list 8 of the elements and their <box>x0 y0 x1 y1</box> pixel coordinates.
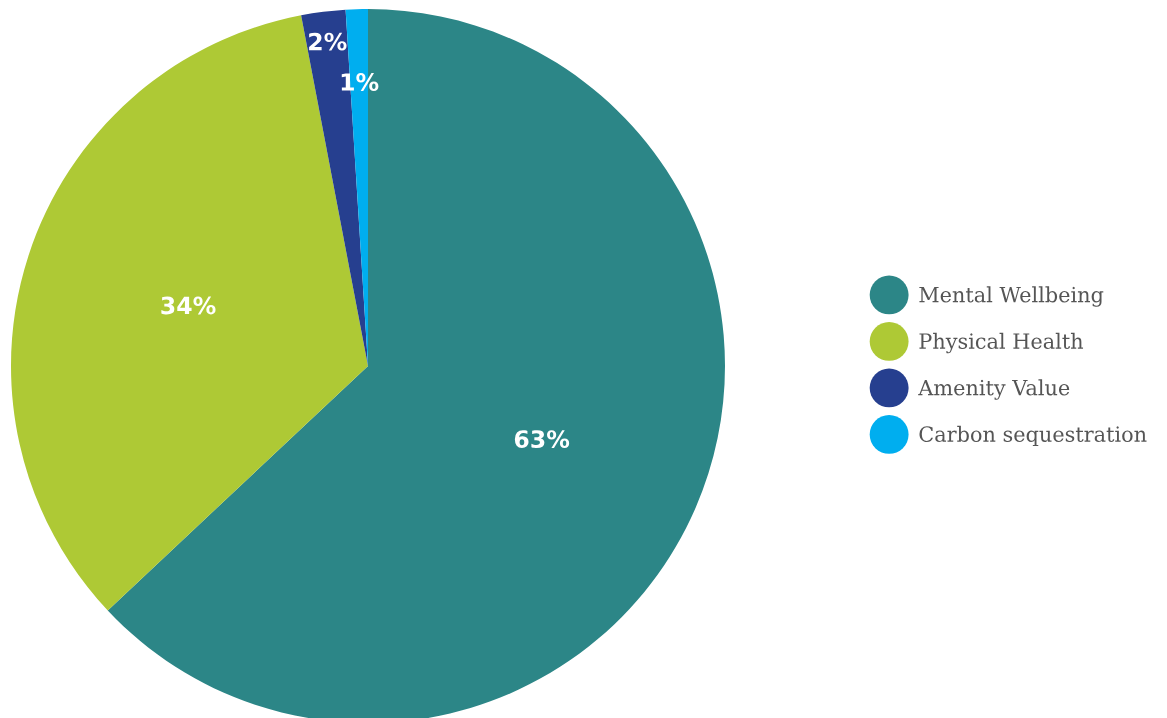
data-label: 63% <box>514 430 570 448</box>
data-label: 2% <box>309 32 347 51</box>
legend-label: Carbon sequestration <box>919 425 1147 447</box>
legend-label: Amenity Value <box>918 379 1070 400</box>
legend-label: Physical Health <box>919 332 1084 354</box>
data-label: 1% <box>341 73 379 91</box>
legend-label: Mental Wellbeing <box>919 286 1104 307</box>
data-label: 34% <box>161 296 216 315</box>
